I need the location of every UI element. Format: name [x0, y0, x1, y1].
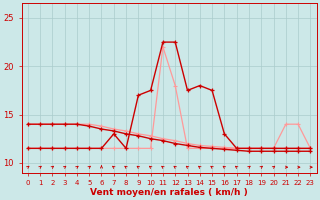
X-axis label: Vent moyen/en rafales ( km/h ): Vent moyen/en rafales ( km/h )	[90, 188, 248, 197]
